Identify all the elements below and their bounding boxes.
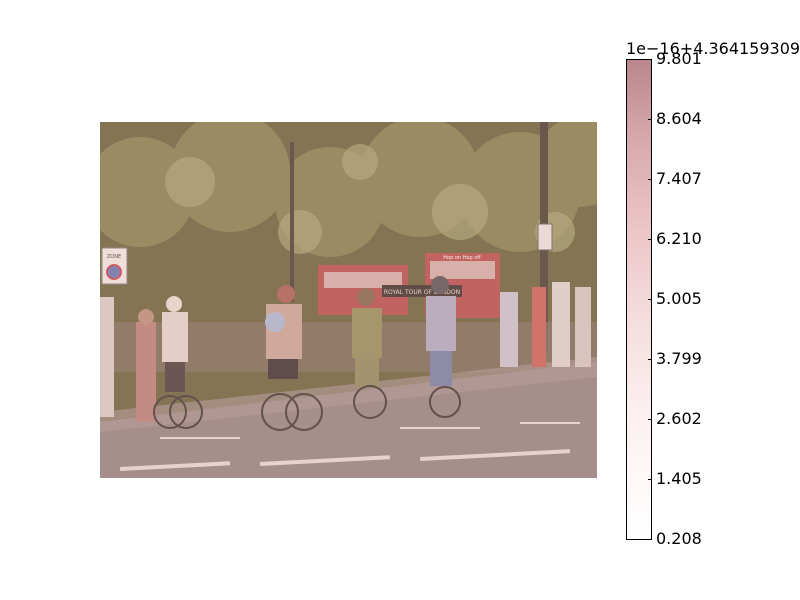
bus-banner-text: ROYAL TOUR OF LONDON (384, 289, 460, 296)
no-parking-icon (106, 264, 122, 280)
colorbar-tick-label: 6.210 (656, 229, 702, 248)
colorbar-tick-label: 2.602 (656, 409, 702, 428)
colorbar-tick-label: 1.405 (656, 469, 702, 488)
colorbar (626, 59, 652, 540)
colorbar-tick-label: 3.799 (656, 349, 702, 368)
colorbar-tick-label: 5.005 (656, 289, 702, 308)
pedestrians-left (100, 297, 156, 422)
road-sign (537, 223, 553, 251)
bus-sign-text: Hop on Hop off (443, 255, 481, 261)
colorbar-tick-label: 7.407 (656, 169, 702, 188)
colorbar-gradient (626, 59, 652, 540)
cyclist-hat (153, 296, 203, 429)
street-photo: ZONE ROYAL TOUR OF LONDON Hop on Hop off (100, 122, 597, 478)
road (100, 362, 597, 478)
cyclist-green (352, 288, 387, 419)
road-markings (120, 422, 580, 471)
cyclist-blue (426, 276, 461, 418)
colorbar-tick-label: 0.208 (656, 529, 702, 548)
pedestrians-right (500, 282, 591, 367)
colorbar-offset-label: 1e−16+4.364159309 (626, 39, 800, 58)
colorbar-tick-label: 8.604 (656, 109, 702, 128)
cyclist-center (261, 285, 323, 431)
parking-zone-sign-text: ZONE (107, 254, 121, 260)
colorbar-tick-label: 9.801 (656, 49, 702, 68)
colorbar-ticks (648, 59, 652, 540)
lamp-post (290, 142, 294, 302)
colormap-overlay (100, 122, 597, 478)
